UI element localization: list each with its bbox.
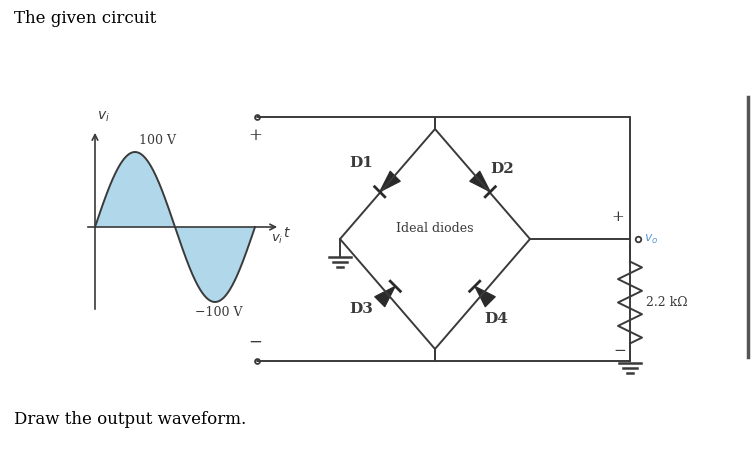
Polygon shape <box>175 227 255 302</box>
Text: −: − <box>614 344 626 358</box>
Text: Ideal diodes: Ideal diodes <box>396 223 474 235</box>
Text: The given circuit: The given circuit <box>14 10 156 27</box>
Text: +: + <box>248 127 262 144</box>
Text: −: − <box>248 334 262 351</box>
Polygon shape <box>95 152 175 227</box>
Text: D4: D4 <box>484 312 508 326</box>
Polygon shape <box>374 286 396 307</box>
Text: Draw the output waveform.: Draw the output waveform. <box>14 411 246 428</box>
Text: 100 V: 100 V <box>139 134 176 147</box>
Text: +: + <box>611 210 624 224</box>
Text: D3: D3 <box>350 302 374 316</box>
Text: D2: D2 <box>490 162 514 176</box>
Polygon shape <box>475 286 496 307</box>
Polygon shape <box>380 171 400 192</box>
Polygon shape <box>470 171 490 192</box>
Text: 2.2 kΩ: 2.2 kΩ <box>646 296 687 309</box>
Text: D1: D1 <box>350 156 374 170</box>
Text: $t$: $t$ <box>283 226 291 240</box>
Text: −100 V: −100 V <box>195 306 242 319</box>
Text: $v_i$: $v_i$ <box>97 110 110 124</box>
Text: $v_i$: $v_i$ <box>271 233 284 245</box>
Text: $v_o$: $v_o$ <box>644 233 658 245</box>
